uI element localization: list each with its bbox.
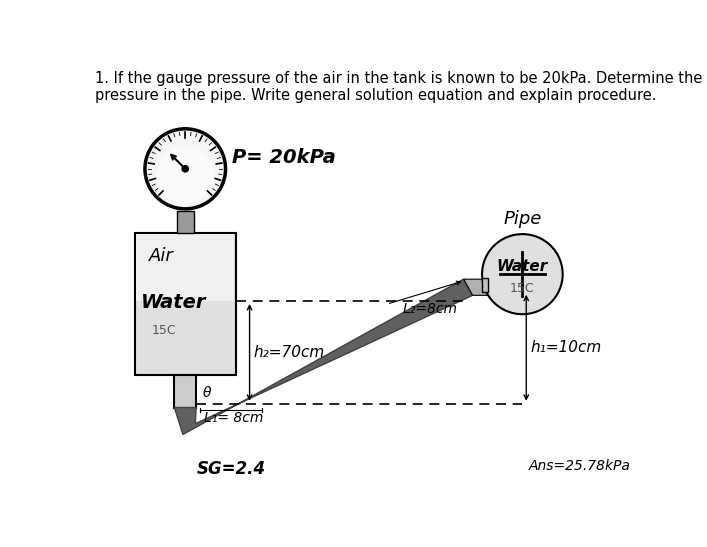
Polygon shape (175, 279, 472, 434)
Text: h₁=10cm: h₁=10cm (530, 340, 602, 355)
Circle shape (157, 147, 214, 203)
Text: 1. If the gauge pressure of the air in the tank is known to be 20kPa. Determine : 1. If the gauge pressure of the air in t… (95, 71, 702, 103)
Circle shape (145, 129, 226, 209)
Text: Air: Air (149, 247, 174, 265)
Text: P= 20kPa: P= 20kPa (232, 148, 336, 167)
Bar (177, 211, 194, 232)
Bar (175, 375, 196, 408)
Text: Ans=25.78kPa: Ans=25.78kPa (529, 459, 631, 473)
Text: L₁= 8cm: L₁= 8cm (204, 411, 263, 426)
Circle shape (182, 165, 189, 173)
Text: 15C: 15C (510, 282, 534, 294)
Text: Pipe: Pipe (503, 210, 542, 228)
Text: h₂=70cm: h₂=70cm (253, 345, 325, 360)
Polygon shape (464, 279, 496, 295)
Circle shape (482, 234, 563, 314)
Text: Water: Water (141, 293, 206, 312)
Text: Water: Water (497, 259, 548, 274)
Text: 15C: 15C (152, 324, 177, 337)
Bar (135, 232, 235, 375)
Text: L₂=8cm: L₂=8cm (402, 302, 457, 316)
Bar (136, 234, 234, 301)
Bar (482, 278, 488, 292)
Text: SG=2.4: SG=2.4 (197, 460, 266, 478)
Text: $\theta$: $\theta$ (202, 385, 213, 400)
